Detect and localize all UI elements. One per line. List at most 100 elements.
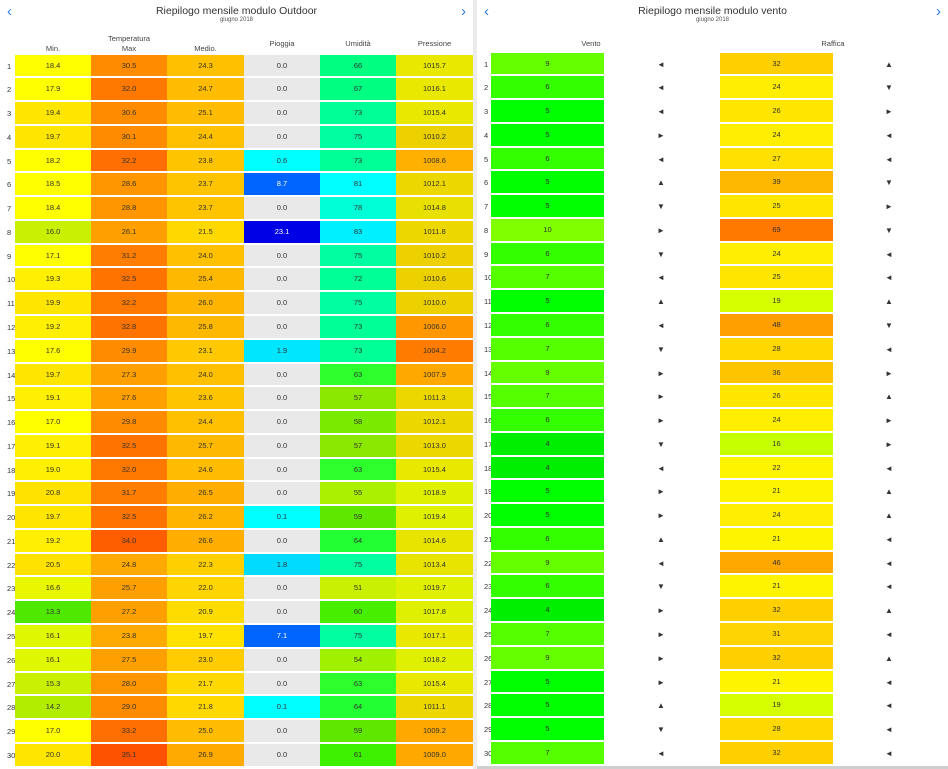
table-row: 19 5 ► 21 ▲: [477, 480, 948, 504]
row-day-label: 4: [484, 130, 489, 140]
wind-direction-icon: ◄: [657, 748, 665, 758]
min-cell: 19.2: [15, 529, 91, 553]
table-row: 21 6 ▲ 21 ◄: [477, 527, 948, 552]
table-row: 11 5 ▲ 19 ▲: [477, 290, 948, 314]
rain-cell: 0.1: [244, 506, 320, 529]
wind-direction-icon: ▼: [657, 202, 665, 212]
wind-direction-icon: ▼: [657, 439, 665, 449]
col-header-max: Max: [121, 44, 137, 53]
horizontal-scrollbar[interactable]: [477, 766, 948, 769]
avg-cell: 24.4: [167, 411, 244, 434]
row-day-label: 1: [7, 61, 12, 71]
row-day-label: 7: [7, 204, 12, 214]
gust-cell: 25: [720, 266, 833, 290]
table-row: 23 6 ▼ 21 ◄: [477, 575, 948, 599]
gust-direction-icon: ◄: [885, 344, 893, 354]
wind-direction-icon: ►: [657, 392, 665, 402]
table-row: 4 5 ► 24 ◄: [477, 123, 948, 148]
row-day-label: 3: [484, 107, 489, 117]
press-cell: 1016.1: [396, 78, 473, 102]
hum-cell: 75: [320, 244, 396, 268]
hum-cell: 54: [320, 648, 396, 672]
rain-cell: 0.0: [244, 78, 320, 102]
gust-cell: 24: [720, 504, 833, 527]
wind-direction-icon: ◄: [657, 59, 665, 69]
max-cell: 28.8: [91, 197, 167, 220]
row-day-label: 14: [484, 368, 493, 378]
avg-cell: 23.0: [167, 648, 244, 672]
table-row: 21 19.2 34.0 26.6 0.0 64 1014.6: [0, 529, 473, 554]
gust-direction-icon: ◄: [885, 130, 893, 140]
rain-cell: 0.0: [244, 434, 320, 458]
wind-direction-icon: ▲: [657, 297, 665, 307]
outdoor-summary-panel: ‹ Riepilogo mensile modulo Outdoor giugn…: [0, 0, 473, 769]
gust-direction-icon: ►: [885, 439, 893, 449]
table-row: 16 17.0 29.8 24.4 0.0 58 1012.1: [0, 411, 473, 435]
max-cell: 34.0: [91, 529, 167, 553]
hum-cell: 75: [320, 624, 396, 648]
rain-cell: 23.1: [244, 220, 320, 244]
wind-cell: 5: [491, 504, 604, 527]
max-cell: 32.2: [91, 292, 167, 315]
gust-direction-icon: ◄: [885, 558, 893, 568]
table-row: 8 16.0 26.1 21.5 23.1 83 1011.8: [0, 220, 473, 245]
wind-next-month-button[interactable]: ›: [936, 3, 941, 20]
hum-cell: 58: [320, 411, 396, 434]
rain-cell: 0.0: [244, 743, 320, 767]
table-row: 12 19.2 32.8 25.8 0.0 73 1006.0: [0, 315, 473, 340]
gust-cell: 19: [720, 290, 833, 313]
wind-cell: 6: [491, 313, 604, 337]
table-row: 12 6 ◄ 48 ▼: [477, 313, 948, 338]
avg-cell: 24.0: [167, 363, 244, 387]
wind-cell: 4: [491, 432, 604, 456]
gust-direction-icon: ►: [885, 202, 893, 212]
hum-cell: 59: [320, 720, 396, 743]
row-day-label: 12: [7, 322, 16, 332]
press-cell: 1010.2: [396, 244, 473, 268]
gust-cell: 32: [720, 599, 833, 622]
avg-cell: 26.5: [167, 482, 244, 506]
wind-prev-month-button[interactable]: ‹: [484, 3, 489, 20]
table-row: 25 16.1 23.8 19.7 7.1 75 1017.1: [0, 624, 473, 649]
min-cell: 20.5: [15, 553, 91, 577]
wind-cell: 6: [491, 575, 604, 599]
max-cell: 32.5: [91, 506, 167, 529]
max-cell: 32.0: [91, 78, 167, 102]
gust-cell: 21: [720, 527, 833, 551]
wind-cell: 4: [491, 599, 604, 622]
gust-cell: 46: [720, 551, 833, 575]
table-row: 3 19.4 30.6 25.1 0.0 73 1015.4: [0, 102, 473, 126]
prev-month-button[interactable]: ‹: [7, 3, 12, 20]
wind-summary-panel: ‹ Riepilogo mensile modulo vento giugno …: [477, 0, 948, 769]
row-day-label: 30: [7, 750, 16, 760]
col-header-pressure: Pressione: [417, 39, 452, 48]
row-day-label: 20: [484, 511, 493, 521]
gust-direction-icon: ►: [885, 368, 893, 378]
gust-cell: 22: [720, 456, 833, 480]
row-day-label: 28: [484, 701, 493, 711]
min-cell: 17.9: [15, 78, 91, 102]
table-row: 2 17.9 32.0 24.7 0.0 67 1016.1: [0, 78, 473, 102]
wind-direction-icon: ◄: [657, 107, 665, 117]
rain-cell: 0.0: [244, 482, 320, 506]
max-cell: 29.8: [91, 411, 167, 434]
hum-cell: 60: [320, 601, 396, 624]
avg-cell: 21.7: [167, 672, 244, 696]
press-cell: 1015.4: [396, 458, 473, 482]
table-row: 23 16.6 25.7 22.0 0.0 51 1019.7: [0, 577, 473, 601]
wind-direction-icon: ►: [657, 629, 665, 639]
wind-direction-icon: ►: [657, 606, 665, 616]
gust-direction-icon: ◄: [885, 677, 893, 687]
table-row: 14 9 ► 36 ►: [477, 361, 948, 386]
avg-cell: 24.4: [167, 125, 244, 149]
gust-direction-icon: ▲: [885, 606, 893, 616]
next-month-button[interactable]: ›: [461, 3, 466, 20]
press-cell: 1011.8: [396, 220, 473, 244]
rain-cell: 0.0: [244, 363, 320, 387]
press-cell: 1004.2: [396, 339, 473, 363]
table-row: 29 5 ▼ 28 ◄: [477, 718, 948, 742]
hum-cell: 78: [320, 197, 396, 220]
max-cell: 33.2: [91, 720, 167, 743]
row-day-label: 6: [7, 180, 12, 190]
max-cell: 30.1: [91, 125, 167, 149]
